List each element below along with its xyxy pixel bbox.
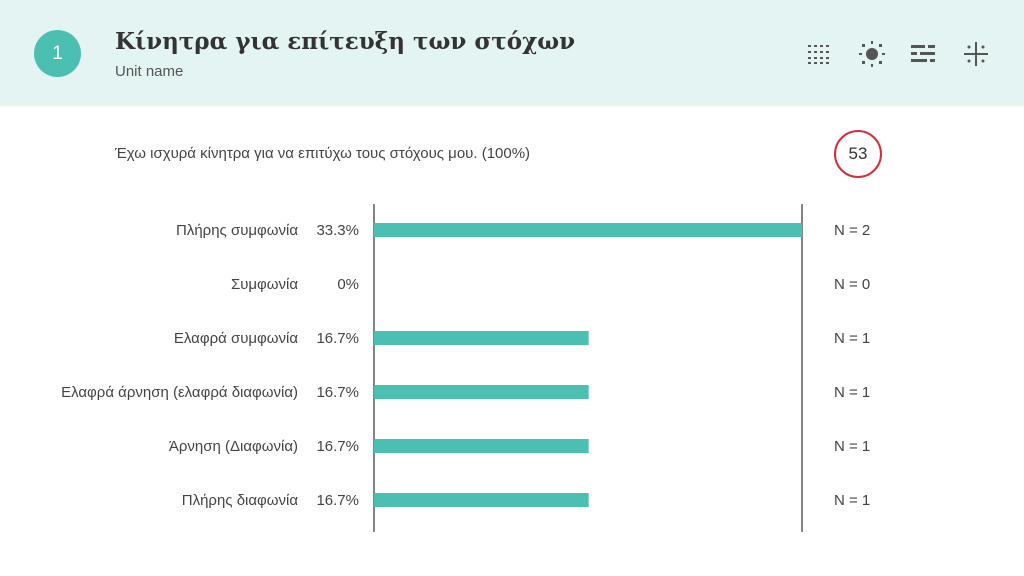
- n-label: N = 1: [834, 330, 870, 347]
- category-label: Ελαφρά άρνηση (ελαφρά διαφωνία): [61, 384, 298, 401]
- n-label: N = 1: [834, 492, 870, 509]
- unit-number-badge: 1: [34, 30, 81, 77]
- category-label: Άρνηση (Διαφωνία): [169, 438, 298, 455]
- category-label: Πλήρης διαφωνία: [182, 492, 299, 509]
- value-label: 16.7%: [316, 438, 359, 455]
- unit-name: Unit name: [115, 63, 184, 80]
- bar: [374, 331, 589, 345]
- bar: [374, 493, 589, 507]
- value-label: 16.7%: [316, 384, 359, 401]
- n-label: N = 0: [834, 276, 870, 293]
- category-label: Πλήρης συμφωνία: [176, 222, 298, 239]
- value-label: 0%: [337, 276, 359, 293]
- value-label: 16.7%: [316, 492, 359, 509]
- category-label: Συμφωνία: [231, 276, 298, 293]
- n-label: N = 1: [834, 384, 870, 401]
- n-label: N = 2: [834, 222, 870, 239]
- question-text: Έχω ισχυρά κίνητρα για να επιτύχω τους σ…: [115, 145, 531, 162]
- category-label: Ελαφρά συμφωνία: [174, 330, 298, 347]
- response-bar-chart: Πλήρης συμφωνία 33.3% N = 2 Συμφωνία 0% N = 0…: [61, 204, 870, 532]
- respondent-count-badge: 53: [834, 130, 882, 178]
- bar: [374, 385, 589, 399]
- value-label: 33.3%: [316, 222, 359, 239]
- sparkle-icon[interactable]: [962, 40, 990, 68]
- bar: [374, 223, 802, 237]
- sliders-icon[interactable]: [909, 40, 937, 68]
- bar: [374, 439, 589, 453]
- n-label: N = 1: [834, 438, 870, 455]
- value-label: 16.7%: [316, 330, 359, 347]
- header-bar: 1 Κίνητρα για επίτευξη των στόχων Unit n…: [0, 0, 1024, 106]
- page-title: Κίνητρα για επίτευξη των στόχων: [115, 28, 576, 55]
- grid-dots-icon[interactable]: [806, 40, 834, 68]
- brightness-icon[interactable]: [858, 40, 886, 68]
